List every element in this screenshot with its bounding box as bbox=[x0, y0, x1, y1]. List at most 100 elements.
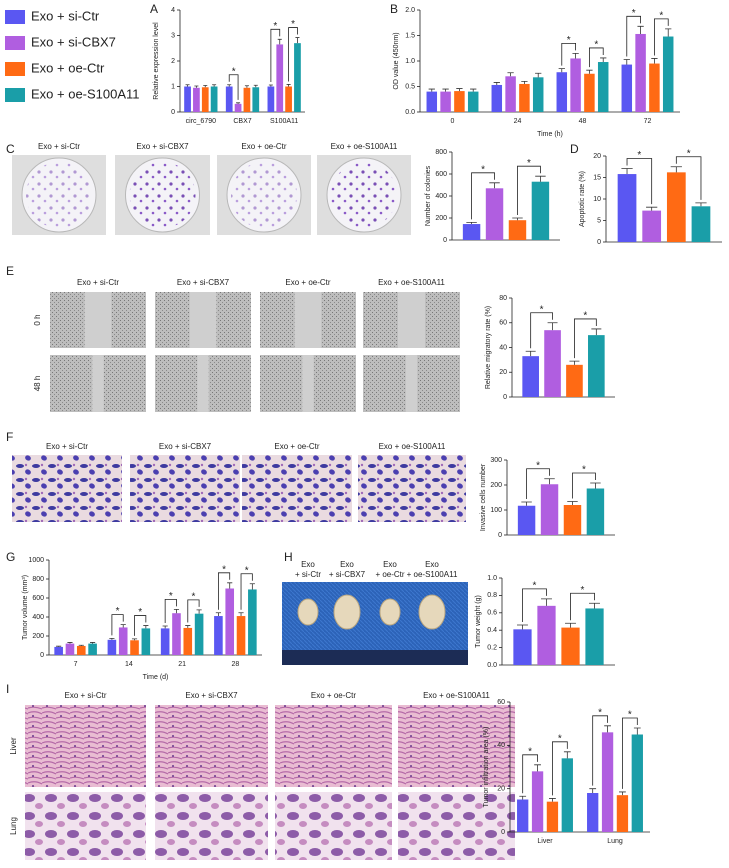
bar bbox=[243, 87, 251, 112]
error-bar bbox=[619, 791, 626, 796]
image-column-label: Exo + oe-Ctr bbox=[274, 442, 319, 451]
error-bar bbox=[236, 102, 241, 104]
bar bbox=[201, 87, 209, 112]
panel-letter: C bbox=[6, 142, 15, 156]
y-tick-label: 0.6 bbox=[487, 610, 497, 617]
bar bbox=[561, 758, 573, 832]
image-column-label: Exo bbox=[383, 560, 397, 569]
significance-label: * bbox=[540, 304, 544, 315]
error-bar bbox=[547, 322, 558, 331]
error-bar bbox=[525, 350, 536, 357]
photo bbox=[358, 455, 466, 522]
error-bar bbox=[131, 638, 138, 641]
y-tick-label: 0.0 bbox=[487, 662, 497, 669]
bar bbox=[160, 628, 170, 655]
bar bbox=[546, 801, 559, 832]
wound-gap bbox=[84, 292, 112, 348]
error-bar bbox=[535, 175, 546, 182]
significance-label: * bbox=[581, 585, 585, 596]
image-column-label: Exo + si-Ctr bbox=[46, 442, 88, 451]
significance-bracket bbox=[570, 592, 595, 621]
significance-bracket bbox=[240, 573, 253, 610]
image-row-label: 0 h bbox=[33, 314, 42, 325]
image-column-label: Exo + oe-Ctr bbox=[241, 142, 286, 151]
bar bbox=[184, 86, 191, 112]
error-bar bbox=[109, 637, 115, 640]
error-bar bbox=[268, 84, 273, 87]
y-tick-label: 2 bbox=[171, 58, 175, 65]
significance-bracket bbox=[471, 172, 495, 220]
error-bar bbox=[67, 642, 73, 644]
panel-letter: D bbox=[570, 142, 579, 156]
significance-label: * bbox=[528, 746, 532, 757]
error-bar bbox=[227, 582, 233, 589]
error-bar bbox=[203, 85, 208, 88]
x-tick-label: 14 bbox=[125, 661, 133, 668]
significance-label: * bbox=[481, 164, 485, 175]
ruler bbox=[282, 650, 468, 665]
significance-bracket bbox=[626, 15, 641, 57]
photo bbox=[25, 705, 146, 787]
y-tick-label: 15 bbox=[593, 174, 601, 181]
error-bar bbox=[572, 52, 579, 59]
wound-gap bbox=[405, 355, 418, 412]
significance-label: * bbox=[583, 311, 587, 322]
bar bbox=[601, 732, 614, 832]
bar bbox=[236, 616, 246, 655]
significance-label: * bbox=[659, 11, 663, 22]
significance-bracket bbox=[675, 156, 702, 200]
bar bbox=[561, 627, 580, 665]
bar bbox=[193, 87, 200, 112]
photo bbox=[275, 705, 392, 787]
image-column-label: + oe-S100A11 bbox=[407, 570, 458, 579]
y-axis-label: Tumor infiltration area (%) bbox=[483, 727, 490, 808]
photo bbox=[130, 455, 240, 522]
significance-bracket bbox=[517, 165, 541, 215]
bar bbox=[570, 58, 581, 112]
error-bar bbox=[665, 28, 672, 37]
significance-bracket bbox=[228, 74, 239, 100]
bar bbox=[426, 91, 438, 112]
error-bar bbox=[295, 37, 300, 44]
y-axis-label: Apoptotic rate (%) bbox=[579, 171, 586, 227]
panel-letter: F bbox=[6, 430, 13, 444]
significance-label: * bbox=[191, 592, 195, 603]
error-bar bbox=[670, 166, 682, 173]
photo bbox=[275, 792, 392, 860]
bar bbox=[225, 588, 235, 655]
image-column-label: Exo + oe-S100A11 bbox=[331, 142, 398, 151]
significance-label: * bbox=[232, 66, 236, 77]
error-bar bbox=[212, 84, 217, 87]
error-bar bbox=[493, 82, 500, 85]
y-tick-label: 40 bbox=[497, 742, 505, 749]
significance-label: * bbox=[138, 607, 142, 618]
wound-gap bbox=[302, 355, 314, 412]
legend-label: Exo + si-CBX7 bbox=[31, 34, 116, 49]
bar bbox=[587, 793, 599, 832]
colonies bbox=[231, 162, 297, 228]
bar bbox=[519, 83, 530, 112]
error-bar bbox=[600, 57, 607, 63]
error-bar bbox=[470, 88, 477, 92]
x-tick-label: 72 bbox=[644, 118, 652, 125]
y-tick-label: 1000 bbox=[28, 557, 44, 564]
y-axis-label: Relative expression level bbox=[153, 22, 160, 100]
bar bbox=[462, 224, 481, 240]
bar bbox=[54, 646, 63, 655]
y-tick-label: 1.0 bbox=[405, 58, 415, 65]
panel-letter: B bbox=[390, 2, 398, 16]
x-axis-label: Time (d) bbox=[143, 674, 169, 681]
image-column-label: Exo + oe-S100A11 bbox=[379, 442, 446, 451]
y-tick-label: 0 bbox=[597, 239, 601, 246]
y-tick-label: 0 bbox=[171, 109, 175, 116]
panel-letter: A bbox=[150, 2, 158, 16]
x-tick-label: 24 bbox=[514, 118, 522, 125]
significance-label: * bbox=[527, 158, 531, 169]
bar bbox=[597, 62, 609, 112]
x-tick-label: circ_6790 bbox=[186, 118, 216, 125]
error-bar bbox=[196, 609, 202, 614]
y-tick-label: 20 bbox=[499, 369, 507, 376]
bar bbox=[467, 91, 479, 112]
y-axis-label: Number of colonies bbox=[425, 165, 432, 226]
bar bbox=[517, 799, 529, 832]
